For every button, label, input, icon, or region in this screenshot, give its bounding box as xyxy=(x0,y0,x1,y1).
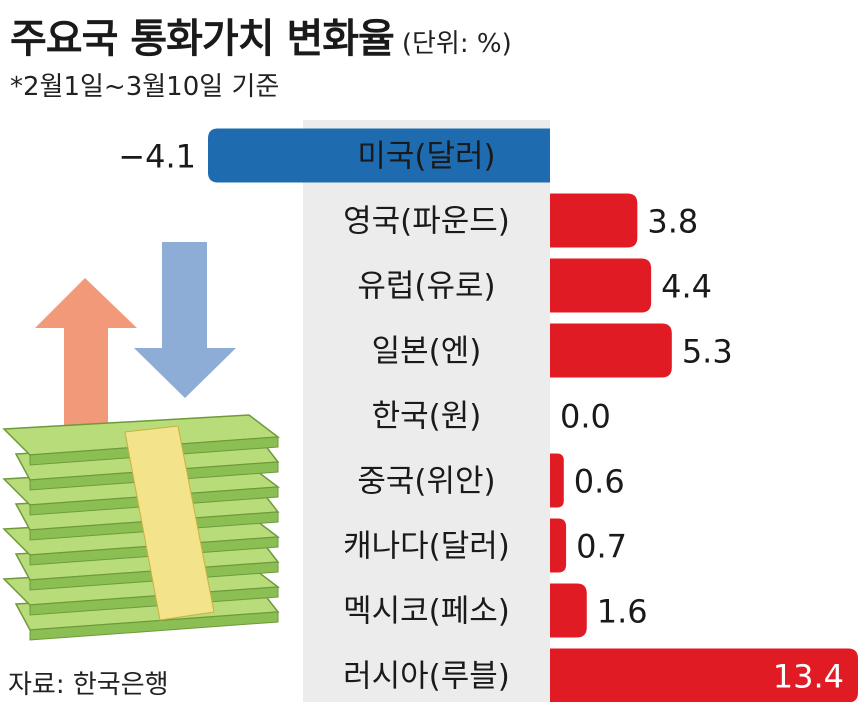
money-stack-icon xyxy=(2,414,281,641)
value-label: 0.6 xyxy=(574,463,625,501)
value-label: 5.3 xyxy=(682,333,733,371)
value-label: 3.8 xyxy=(647,203,698,241)
chart-subtitle: *2월1일~3월10일 기준 xyxy=(10,72,280,102)
value-label: 1.6 xyxy=(597,593,648,631)
category-label: 러시아(루블) xyxy=(343,659,510,695)
category-label: 영국(파운드) xyxy=(343,204,510,240)
unit-label: (단위: %) xyxy=(401,29,512,59)
bar-positive xyxy=(550,518,567,573)
value-label: 4.4 xyxy=(661,268,712,306)
category-label: 한국(원) xyxy=(372,399,482,435)
category-label: 유럽(유로) xyxy=(357,269,495,305)
category-label: 일본(엔) xyxy=(372,334,482,370)
bar-positive xyxy=(550,583,587,638)
header: 주요국 통화가치 변화율 (단위: %) xyxy=(10,6,512,64)
value-label: 0.7 xyxy=(576,528,627,566)
bar-negative xyxy=(208,128,550,183)
category-label: 중국(위안) xyxy=(357,464,495,500)
category-label: 미국(달러) xyxy=(357,139,495,175)
category-label: 캐나다(달러) xyxy=(343,529,510,565)
bar-positive xyxy=(550,453,564,508)
source-note: 자료: 한국은행 xyxy=(8,670,169,700)
bar-positive xyxy=(550,323,672,378)
value-label: 13.4 xyxy=(773,658,844,696)
chart-title: 주요국 통화가치 변화율 xyxy=(10,16,395,62)
category-label-band xyxy=(303,120,550,702)
down-arrow-icon xyxy=(134,242,236,398)
up-arrow-icon xyxy=(35,278,137,430)
bar-positive xyxy=(550,258,652,313)
category-label: 멕시코(페소) xyxy=(343,594,510,630)
bar-positive xyxy=(550,648,858,702)
value-label: −4.1 xyxy=(118,138,196,176)
value-label: 0.0 xyxy=(560,398,611,436)
bar-positive xyxy=(550,193,638,248)
